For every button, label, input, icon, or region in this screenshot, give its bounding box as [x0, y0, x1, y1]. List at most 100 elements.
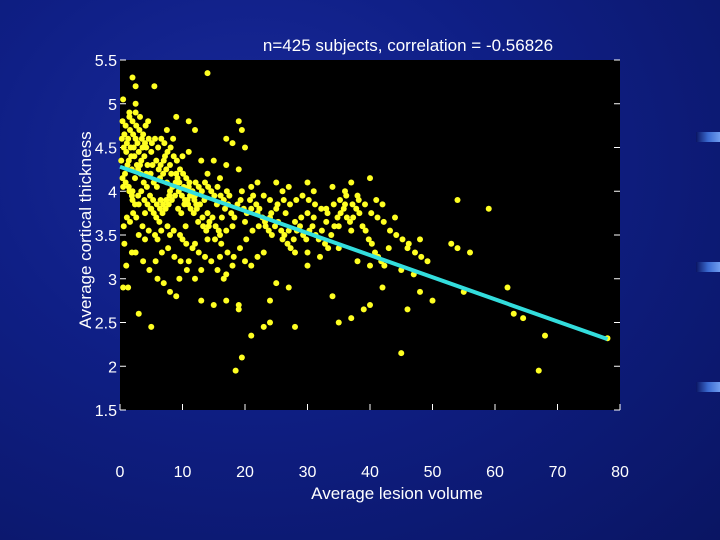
data-point: [148, 148, 155, 155]
data-point: [190, 210, 197, 217]
data-point: [198, 297, 205, 304]
data-point: [149, 162, 156, 168]
data-point: [187, 205, 194, 212]
data-point: [418, 253, 425, 260]
data-point: [331, 223, 338, 230]
data-point: [121, 240, 128, 247]
data-point: [178, 192, 185, 199]
data-point: [237, 245, 243, 252]
data-point: [212, 223, 219, 230]
data-point: [278, 227, 285, 234]
data-point: [153, 214, 160, 221]
data-point: [535, 367, 542, 374]
data-point: [151, 83, 158, 90]
x-tick-label: 70: [549, 464, 567, 481]
data-point: [248, 332, 255, 339]
data-point: [235, 302, 242, 308]
data-point: [255, 223, 262, 230]
data-point: [335, 223, 342, 230]
data-point: [153, 157, 160, 164]
data-point: [279, 188, 286, 195]
data-point: [163, 197, 170, 203]
x-tick-label: 10: [174, 464, 192, 481]
data-point: [248, 262, 255, 269]
data-point: [156, 218, 163, 225]
data-point: [454, 245, 461, 252]
data-point: [135, 310, 142, 317]
data-point: [381, 262, 388, 269]
data-point: [337, 197, 343, 203]
data-point: [165, 245, 172, 252]
data-point: [176, 275, 183, 282]
data-point: [343, 192, 350, 199]
data-point: [217, 175, 223, 182]
data-point: [179, 236, 186, 243]
data-point: [137, 113, 143, 120]
data-point: [232, 367, 239, 374]
data-point: [178, 210, 185, 217]
data-point: [380, 218, 387, 225]
data-point: [165, 201, 172, 208]
data-point: [399, 236, 406, 243]
data-point: [150, 197, 157, 203]
data-point: [133, 122, 140, 129]
data-point: [343, 214, 350, 221]
data-point: [126, 113, 133, 120]
data-point: [347, 218, 353, 225]
data-point: [281, 232, 288, 238]
data-point: [183, 240, 190, 247]
data-point: [166, 192, 173, 199]
data-point: [504, 284, 511, 291]
data-point: [167, 144, 174, 151]
data-point: [349, 201, 356, 208]
data-point: [208, 258, 215, 265]
data-point: [392, 214, 398, 221]
data-point: [210, 157, 217, 164]
data-point: [265, 227, 272, 234]
data-point: [120, 223, 127, 230]
data-point: [248, 183, 255, 190]
data-point: [148, 323, 155, 330]
data-point: [212, 236, 218, 243]
data-point: [142, 236, 148, 243]
data-point: [223, 135, 230, 142]
data-point: [217, 192, 224, 199]
data-point: [267, 197, 273, 203]
data-point: [185, 148, 192, 155]
y-tick-label: 2.5: [95, 316, 117, 333]
data-point: [170, 135, 177, 142]
data-point: [173, 113, 180, 120]
data-point: [282, 210, 289, 217]
data-point: [167, 288, 173, 295]
data-point: [185, 183, 192, 190]
data-point: [374, 214, 381, 221]
data-point: [310, 188, 317, 195]
data-point: [141, 153, 148, 160]
data-point: [337, 210, 344, 217]
data-point: [238, 354, 245, 361]
data-point: [127, 144, 134, 151]
data-point: [260, 249, 267, 256]
data-point: [185, 118, 192, 125]
data-point: [185, 201, 192, 208]
data-point: [128, 192, 135, 199]
data-point: [405, 240, 412, 247]
data-point: [304, 210, 311, 217]
data-point: [274, 201, 281, 208]
data-point: [170, 153, 177, 160]
data-point: [229, 262, 236, 269]
data-point: [367, 262, 373, 269]
data-point: [206, 218, 213, 225]
data-point: [322, 240, 328, 247]
data-point: [177, 258, 184, 265]
data-point: [195, 218, 202, 225]
data-point: [203, 227, 210, 234]
data-point: [192, 127, 198, 133]
data-point: [127, 218, 133, 225]
data-point: [237, 197, 244, 203]
chart-title: n=425 subjects, correlation = -0.56826: [263, 36, 553, 55]
data-point: [243, 236, 250, 243]
decorative-bar: [696, 132, 720, 142]
data-point: [368, 240, 375, 247]
data-point: [267, 319, 273, 326]
